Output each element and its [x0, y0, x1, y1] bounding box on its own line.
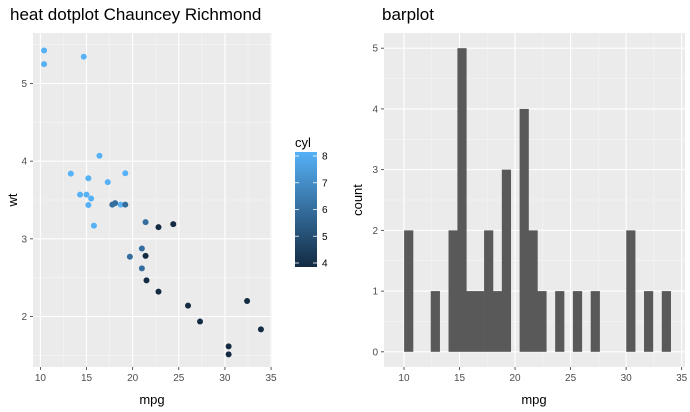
y-tick-label: 4	[372, 104, 378, 115]
bars	[404, 48, 671, 352]
legend-label: 7	[322, 178, 328, 189]
bar	[661, 291, 671, 352]
y-tick-label: 0	[372, 347, 378, 358]
data-point	[83, 191, 90, 198]
y-tick-label: 1	[372, 287, 378, 298]
data-point	[88, 195, 95, 202]
y-tick-label: 3	[372, 165, 378, 176]
legend-label: 4	[322, 259, 328, 270]
bar	[626, 230, 636, 352]
x-tick-label: 25	[565, 373, 577, 384]
color-legend: cyl 4 5 6 7 8	[295, 135, 328, 270]
legend-label: 5	[322, 232, 328, 243]
scatter-points	[41, 47, 264, 358]
data-point	[225, 343, 232, 350]
bar-ticks: 10 15 20 25 30 35 0 1 2 3 4 5	[372, 44, 687, 384]
x-tick-label: 15	[454, 373, 466, 384]
bar	[448, 230, 458, 352]
x-tick-label: 10	[35, 373, 47, 384]
bar	[484, 230, 494, 352]
bar	[590, 291, 600, 352]
bar	[501, 169, 512, 352]
bar-panel: barplot 10 15 20 25 30 35 0 1 2 3 4 5 mpg count	[350, 5, 688, 407]
data-point	[85, 175, 92, 182]
data-point	[67, 170, 74, 177]
data-point	[142, 219, 149, 226]
data-point	[122, 201, 129, 208]
y-tick-label: 4	[21, 157, 27, 168]
data-point	[77, 191, 84, 198]
bar	[572, 291, 583, 352]
bar	[519, 108, 529, 352]
legend-title: cyl	[295, 135, 311, 150]
data-point	[96, 152, 103, 159]
data-point	[117, 201, 124, 208]
x-tick-label: 35	[266, 373, 278, 384]
bar	[430, 291, 440, 352]
data-point	[90, 222, 97, 229]
x-tick-label: 35	[676, 373, 688, 384]
data-point	[143, 277, 150, 284]
x-tick-label: 10	[398, 373, 410, 384]
legend-label: 8	[322, 152, 328, 163]
data-point	[155, 288, 162, 295]
data-point	[142, 252, 149, 259]
data-point	[138, 265, 145, 272]
data-point	[104, 179, 111, 186]
x-tick-label: 15	[81, 373, 93, 384]
scatter-x-axis-title: mpg	[139, 392, 164, 407]
legend-label: 6	[322, 205, 328, 216]
y-tick-label: 2	[21, 312, 27, 323]
data-point	[126, 253, 133, 260]
bar-y-axis-title: count	[350, 184, 365, 216]
bar	[475, 291, 485, 352]
data-point	[138, 245, 145, 252]
data-point	[80, 53, 87, 60]
bar	[644, 291, 654, 352]
y-tick-label: 5	[372, 44, 378, 55]
x-tick-label: 20	[510, 373, 522, 384]
scatter-grid	[33, 33, 272, 367]
data-point	[257, 326, 264, 333]
bar	[492, 291, 503, 352]
bar	[457, 48, 467, 352]
bar	[537, 291, 547, 352]
data-point	[109, 201, 116, 208]
bar	[528, 230, 538, 352]
bar	[555, 291, 565, 352]
data-point	[244, 297, 251, 304]
scatter-title: heat dotplot Chauncey Richmond	[10, 5, 261, 24]
data-point	[41, 61, 48, 68]
scatter-y-axis-title: wt	[5, 193, 20, 207]
y-tick-label: 3	[21, 234, 27, 245]
x-tick-label: 20	[127, 373, 139, 384]
scatter-panel: heat dotplot Chauncey Richmond 10 15 20 25 3…	[5, 5, 328, 407]
bar-title: barplot	[382, 5, 434, 24]
x-tick-label: 30	[219, 373, 231, 384]
data-point	[122, 170, 129, 177]
x-tick-label: 25	[173, 373, 185, 384]
data-point	[85, 202, 92, 209]
bar	[404, 230, 414, 352]
data-point	[155, 224, 162, 231]
y-tick-label: 2	[372, 226, 378, 237]
data-point	[185, 302, 192, 309]
bar	[466, 291, 476, 352]
data-point	[170, 221, 177, 228]
legend-colorbar	[295, 152, 317, 267]
legend-ticks: 4 5 6 7 8	[295, 152, 328, 270]
data-point	[225, 351, 232, 358]
x-tick-label: 30	[621, 373, 633, 384]
scatter-ticks: 10 15 20 25 30 35 2 3 4 5	[21, 79, 277, 384]
data-point	[197, 318, 204, 325]
bar-x-axis-title: mpg	[521, 392, 546, 407]
y-tick-label: 5	[21, 79, 27, 90]
data-point	[41, 47, 48, 54]
